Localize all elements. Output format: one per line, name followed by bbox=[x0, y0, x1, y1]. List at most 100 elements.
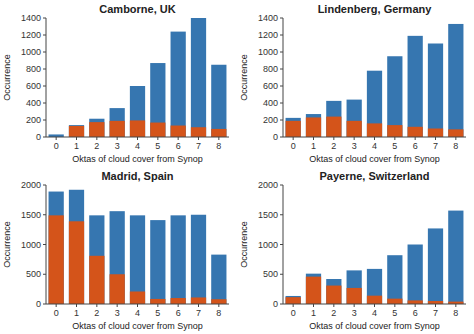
x-tick bbox=[117, 137, 118, 140]
bar bbox=[448, 211, 463, 304]
bar bbox=[69, 190, 84, 304]
y-tick bbox=[280, 214, 283, 215]
x-tick bbox=[157, 137, 158, 140]
x-tick bbox=[374, 304, 375, 307]
x-tick bbox=[394, 304, 395, 307]
y-tick bbox=[280, 69, 283, 70]
title: Madrid, Spain bbox=[101, 170, 173, 182]
title: Camborne, UK bbox=[99, 3, 175, 15]
x-tick bbox=[56, 137, 57, 140]
x-tick bbox=[293, 304, 294, 307]
bar bbox=[408, 36, 423, 137]
x-tick-label: 3 bbox=[352, 308, 357, 318]
y-tick bbox=[280, 244, 283, 245]
bar bbox=[49, 192, 64, 304]
bar bbox=[171, 32, 186, 137]
x-tick bbox=[415, 304, 416, 307]
bar bbox=[110, 121, 125, 137]
bar bbox=[69, 125, 84, 137]
y-tick-label: 1000 bbox=[21, 47, 41, 57]
y-tick bbox=[43, 18, 46, 19]
bar bbox=[306, 274, 321, 304]
y-tick bbox=[43, 244, 46, 245]
x-tick bbox=[374, 137, 375, 140]
bar bbox=[326, 279, 341, 304]
y-tick bbox=[43, 69, 46, 70]
y-tick-label: 1400 bbox=[258, 13, 278, 23]
bar bbox=[171, 298, 186, 304]
y-tick-label: 600 bbox=[263, 81, 278, 91]
bars bbox=[286, 211, 464, 304]
x-tick-label: 1 bbox=[311, 308, 316, 318]
bar bbox=[89, 122, 104, 137]
x-tick bbox=[333, 304, 334, 307]
bar bbox=[171, 126, 186, 137]
bar bbox=[326, 117, 341, 137]
bar bbox=[387, 255, 402, 304]
bars bbox=[49, 190, 227, 304]
y-axis-label: Occurrence bbox=[2, 54, 12, 101]
x-tick bbox=[455, 304, 456, 307]
y-tick bbox=[43, 137, 46, 138]
y-tick-label: 2000 bbox=[21, 180, 41, 190]
bar bbox=[428, 129, 443, 138]
bar bbox=[89, 256, 104, 304]
y-tick bbox=[43, 52, 46, 53]
x-tick bbox=[333, 137, 334, 140]
bar bbox=[387, 125, 402, 137]
y-tick-label: 1200 bbox=[258, 30, 278, 40]
y-tick-label: 1500 bbox=[258, 210, 278, 220]
y-tick-label: 200 bbox=[263, 115, 278, 125]
y-tick bbox=[43, 304, 46, 305]
bar bbox=[130, 86, 145, 137]
x-tick bbox=[96, 304, 97, 307]
y-tick bbox=[43, 185, 46, 186]
x-tick-label: 3 bbox=[115, 141, 120, 151]
x-tick bbox=[435, 304, 436, 307]
subplot: Lindenberg, Germany020040060080010001200… bbox=[239, 3, 466, 164]
bar bbox=[191, 127, 206, 137]
x-tick-label: 0 bbox=[54, 141, 59, 151]
bar bbox=[130, 215, 145, 304]
title: Payerne, Switzerland bbox=[319, 170, 429, 182]
y-axis-label: Occurrence bbox=[239, 54, 249, 101]
y-tick-label: 0 bbox=[36, 299, 41, 309]
x-axis-label: Oktas of cloud cover from Synop bbox=[72, 154, 203, 164]
x-tick bbox=[394, 137, 395, 140]
x-tick-label: 7 bbox=[433, 141, 438, 151]
bar bbox=[49, 215, 64, 304]
bar bbox=[211, 255, 226, 304]
bar bbox=[191, 297, 206, 304]
x-tick bbox=[313, 304, 314, 307]
bar bbox=[150, 299, 165, 304]
x-tick-label: 6 bbox=[413, 141, 418, 151]
x-tick-label: 8 bbox=[216, 308, 221, 318]
y-tick bbox=[43, 35, 46, 36]
y-tick-label: 0 bbox=[36, 132, 41, 142]
bar bbox=[211, 65, 226, 137]
bars bbox=[49, 18, 227, 137]
y-tick bbox=[280, 52, 283, 53]
x-tick-label: 5 bbox=[392, 141, 397, 151]
x-tick bbox=[157, 304, 158, 307]
x-tick-label: 8 bbox=[216, 141, 221, 151]
y-tick bbox=[280, 304, 283, 305]
bar bbox=[326, 286, 341, 304]
bar bbox=[387, 56, 402, 137]
y-tick bbox=[43, 103, 46, 104]
subplot: Payerne, Switzerland05001000150020000123… bbox=[239, 170, 466, 331]
bar bbox=[408, 127, 423, 137]
y-tick-label: 2000 bbox=[258, 180, 278, 190]
x-tick-label: 0 bbox=[54, 308, 59, 318]
x-axis-label: Oktas of cloud cover from Synop bbox=[72, 321, 203, 331]
x-tick-label: 5 bbox=[155, 141, 160, 151]
y-tick-label: 1000 bbox=[21, 240, 41, 250]
x-tick-label: 6 bbox=[176, 141, 181, 151]
bar bbox=[448, 24, 463, 137]
x-tick bbox=[455, 137, 456, 140]
bar bbox=[130, 292, 145, 304]
x-tick bbox=[218, 304, 219, 307]
y-tick bbox=[280, 120, 283, 121]
bar bbox=[367, 123, 382, 137]
bar bbox=[367, 71, 382, 137]
